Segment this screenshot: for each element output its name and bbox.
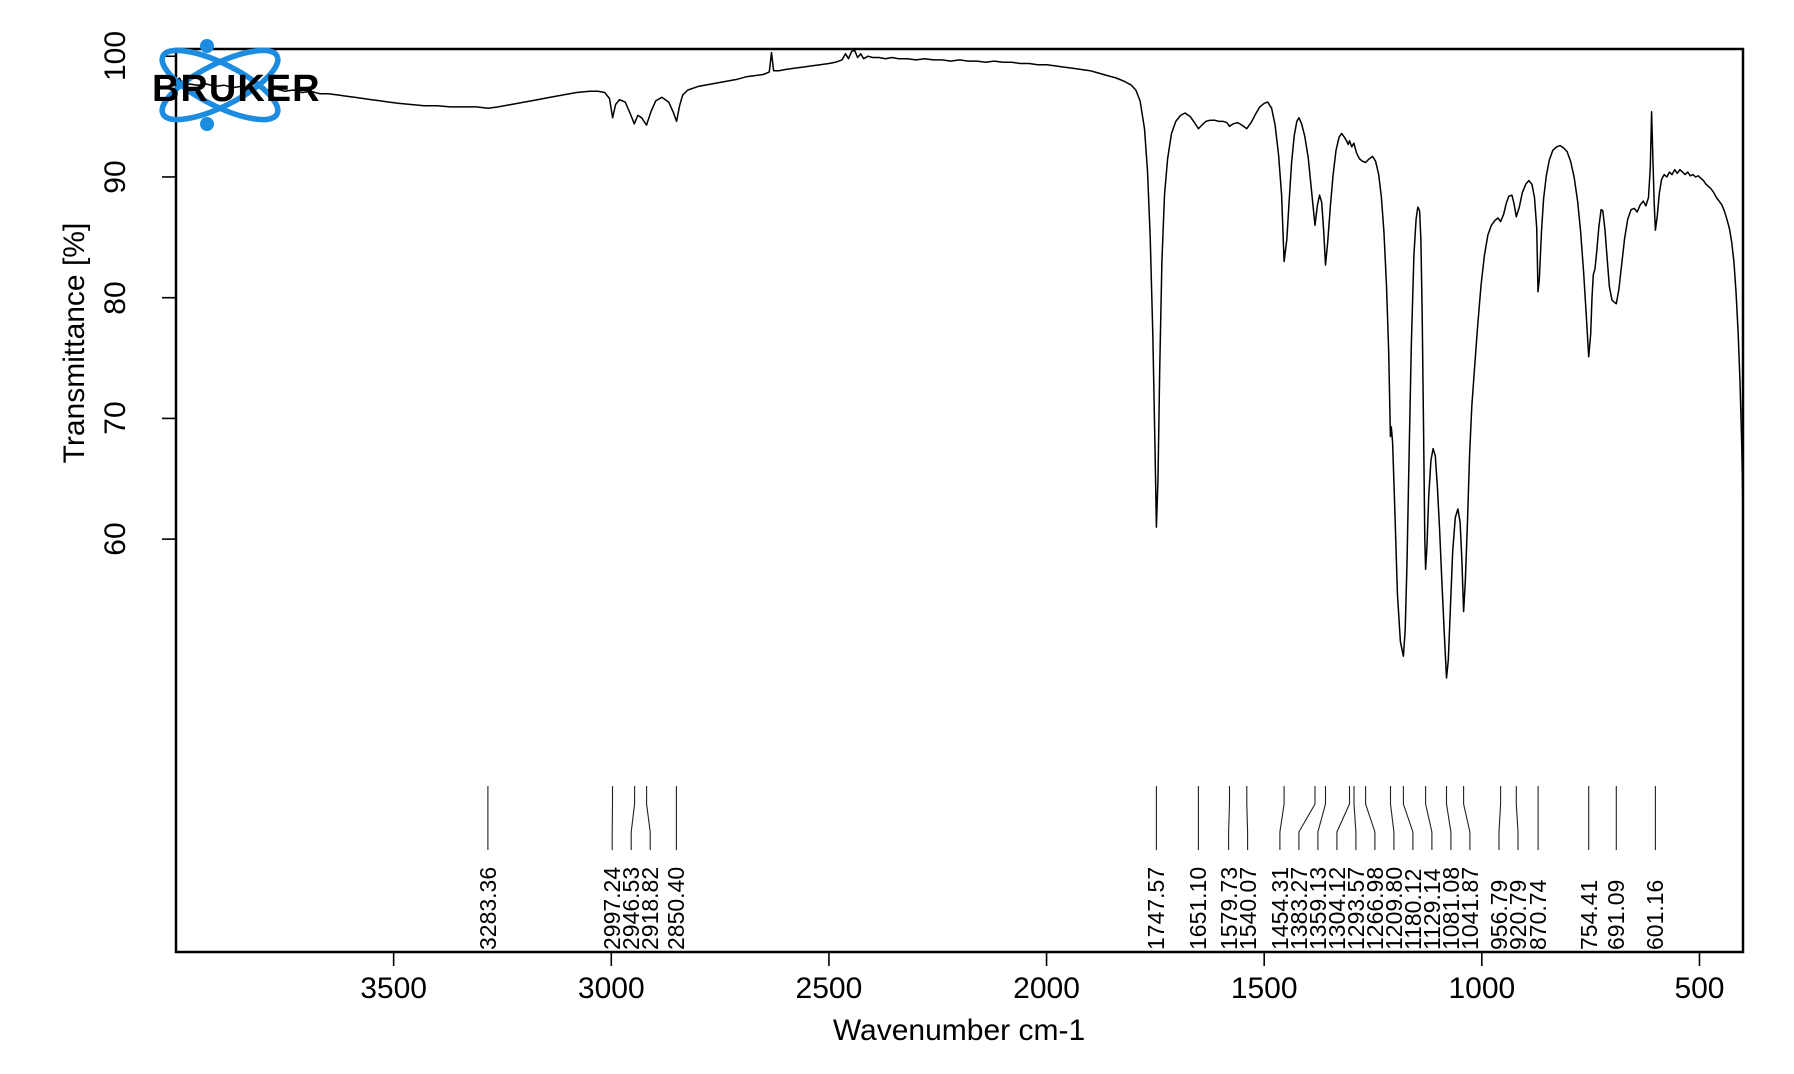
y-tick-label: 100 (99, 31, 132, 82)
y-tick-label: 80 (99, 280, 132, 315)
x-tick-label: 3000 (577, 972, 645, 1005)
peak-label: 1651.10 (1185, 866, 1212, 950)
x-axis-title: Wavenumber cm-1 (832, 1014, 1086, 1047)
orbit-dot (200, 39, 214, 53)
peak-leader-line (1336, 786, 1351, 850)
bruker-logo-text: BRUKER (152, 68, 321, 110)
orbit-ellipse (159, 47, 281, 123)
y-tick-label: 60 (99, 522, 132, 556)
peak-leader-line (646, 786, 651, 850)
y-tick-label: 90 (99, 160, 132, 194)
peak-leader-line (1228, 786, 1231, 850)
peak-label: 1747.57 (1143, 866, 1170, 950)
peak-leader-line (1463, 786, 1471, 850)
peak-label: 1041.87 (1456, 866, 1483, 950)
peak-leader-line (1298, 786, 1316, 850)
peak-leader-line (630, 786, 636, 850)
x-tick-label: 1500 (1230, 972, 1298, 1005)
peak-label: 601.16 (1642, 879, 1669, 950)
peak-label: 2918.82 (637, 866, 664, 950)
peak-leader-line (1365, 786, 1376, 850)
peak-leader-line (1445, 786, 1452, 850)
peak-label: 1540.07 (1234, 866, 1261, 950)
orbit-dot (200, 117, 214, 131)
x-tick-label: 3500 (360, 972, 427, 1005)
x-tick-label: 2500 (795, 972, 863, 1005)
y-axis-title: Transmittance [%] (58, 222, 91, 464)
peak-leader-line (1279, 786, 1285, 850)
peak-leader-line (1246, 786, 1249, 850)
peak-label: 3283.36 (474, 866, 501, 950)
bruker-orbits-icon (159, 39, 281, 131)
peak-label: 2850.40 (663, 866, 690, 950)
y-tick-label: 70 (99, 401, 132, 436)
peak-leader-line (1402, 786, 1414, 850)
spectrum-curve (175, 49, 1744, 679)
peak-leader-line (1389, 786, 1395, 850)
peak-leader-line (1515, 786, 1519, 850)
orbit-ellipse (159, 47, 281, 123)
peak-leader-line (1353, 786, 1357, 850)
x-tick-label: 500 (1674, 972, 1725, 1005)
peak-leader-line (1425, 786, 1433, 850)
peak-leader-line (1317, 786, 1327, 850)
peak-leader-line (1498, 786, 1502, 850)
plot-border (174, 47, 1745, 954)
peak-label: 870.74 (1525, 879, 1552, 950)
x-tick-label: 1000 (1448, 972, 1516, 1005)
x-tick-label: 2000 (1013, 972, 1080, 1005)
bruker-logo: BRUKER (150, 38, 320, 133)
peak-label: 754.41 (1575, 879, 1602, 950)
peak-label: 691.09 (1603, 879, 1630, 950)
